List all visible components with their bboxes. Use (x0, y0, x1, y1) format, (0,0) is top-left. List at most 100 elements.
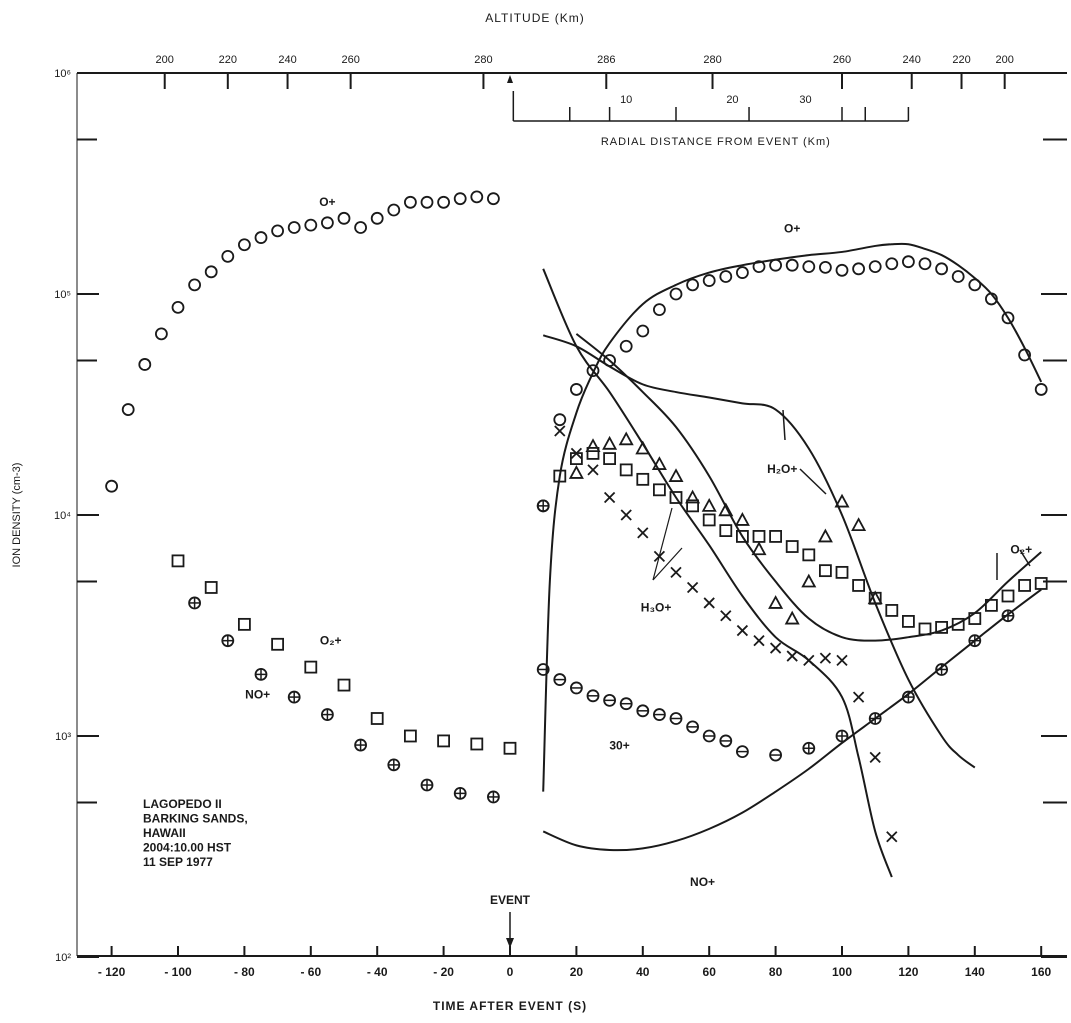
point-no (387, 758, 401, 772)
altitude-axis-title: ALTITUDE (Km) (485, 11, 584, 25)
point-o (154, 327, 168, 341)
point-o (702, 274, 716, 287)
point-o (885, 604, 899, 617)
point-h-o-b (670, 566, 682, 579)
ion-label: H₃O+ (641, 601, 672, 615)
point-no (320, 708, 334, 721)
point-o (337, 211, 351, 225)
curve-o-h-o-model (575, 333, 1042, 642)
point-o (121, 403, 135, 416)
point-o (852, 262, 865, 276)
point-h-o (852, 691, 865, 703)
point-h-o-b (786, 650, 798, 662)
radial-tick-label: 30 (799, 94, 811, 106)
point-h-o (801, 573, 817, 588)
point-30 (570, 681, 583, 695)
point-no (254, 667, 268, 681)
point-o (337, 678, 351, 692)
curve-o-model (542, 242, 1043, 792)
x-tick-label: - 80 (234, 965, 255, 979)
point-no (536, 499, 550, 513)
point-o (237, 617, 251, 631)
point-no (486, 790, 500, 804)
point-h-o (734, 512, 750, 526)
point-o (403, 729, 417, 743)
point-30 (586, 689, 600, 703)
point-h-o-b (686, 581, 699, 594)
point-o (752, 260, 766, 274)
point-o (1001, 311, 1015, 325)
event-arrow-head (506, 938, 514, 948)
point-h-o-b (554, 425, 566, 437)
ion-label: O+ (319, 195, 335, 209)
curve-no-model (542, 588, 1042, 852)
x-tick-label: 140 (965, 965, 985, 979)
point-o (653, 303, 666, 316)
point-o (370, 712, 384, 725)
point-o (603, 452, 616, 465)
y-axis-title: ION DENSITY (cm-3) (11, 463, 23, 568)
point-30 (536, 663, 550, 676)
point-o (370, 211, 384, 225)
point-no (453, 786, 467, 800)
x-tick-label: - 100 (164, 965, 192, 979)
point-h-o (686, 581, 699, 594)
y-tick-label: 10⁴ (54, 510, 71, 522)
point-h-o-b (736, 624, 749, 637)
point-o (719, 524, 733, 537)
point-o (736, 266, 749, 279)
point-o (785, 258, 799, 272)
point-30 (769, 748, 782, 762)
point-o (271, 637, 285, 651)
point-no (354, 738, 368, 752)
x-tick-label: 100 (832, 965, 852, 979)
point-30 (686, 720, 699, 734)
point-no (935, 663, 948, 676)
point-no (287, 690, 301, 704)
point-h-o (587, 464, 599, 476)
point-o (1034, 383, 1048, 396)
info-line: 11 SEP 1977 (143, 855, 213, 869)
model-curves (542, 242, 1043, 878)
point-o (586, 446, 600, 460)
altitude-tick-label: 286 (597, 54, 615, 66)
point-o (951, 270, 965, 283)
point-o (968, 612, 982, 625)
point-o (204, 265, 218, 279)
x-tick-label: 40 (636, 965, 650, 979)
point-o (769, 530, 782, 543)
point-h-o (651, 456, 667, 470)
point-h-o (886, 831, 898, 843)
point-o (819, 260, 832, 274)
point-o (985, 292, 998, 306)
event-arrow-top (507, 75, 513, 83)
point-o (1018, 579, 1031, 592)
point-30 (619, 697, 633, 711)
point-h-o-b (570, 447, 583, 460)
point-o (553, 413, 567, 427)
point-h-o-b (803, 654, 815, 666)
point-no (868, 712, 882, 725)
point-o (653, 483, 666, 497)
point-h-o (620, 509, 632, 521)
info-line: LAGOPEDO II (143, 797, 222, 811)
altitude-tick-label: 240 (903, 54, 921, 66)
x-tick-label: 60 (703, 965, 717, 979)
point-o (138, 358, 152, 371)
data-markers (105, 190, 1048, 843)
point-h-o-b (720, 610, 732, 622)
point-h-o (784, 610, 800, 625)
plot-frame: 10² 10³ 10⁴ 10⁵ 10⁶ - 120 - 100 - 80 - 60 - 40 - 2… (11, 68, 1067, 1013)
point-o (354, 221, 368, 234)
point-o (570, 452, 583, 465)
point-o (553, 469, 567, 483)
point-30 (719, 734, 733, 748)
point-o (702, 513, 716, 527)
point-o (570, 383, 583, 396)
point-h-o-b (587, 464, 599, 476)
x-tick-label: - 40 (367, 965, 388, 979)
point-h-o-b (819, 652, 832, 664)
point-h-o (703, 597, 715, 609)
altitude-tick-label: 280 (474, 54, 492, 66)
